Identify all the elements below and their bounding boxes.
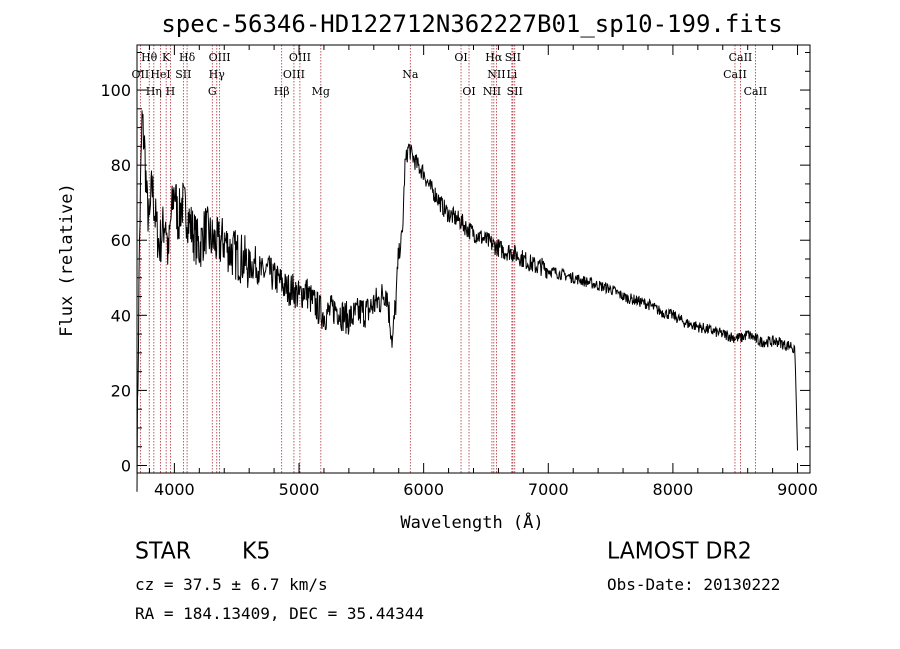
line-label-12: Hγ	[209, 68, 226, 81]
line-label-15: NII	[487, 68, 505, 81]
line-label-7: SII	[505, 51, 521, 64]
line-label-25: SII	[507, 85, 523, 98]
line-label-24: NII	[483, 85, 501, 98]
line-label-20: G	[208, 85, 217, 98]
y-tick-label-3: 60	[111, 231, 131, 250]
line-label-2: Hδ	[179, 51, 196, 64]
line-label-16: Li	[506, 68, 517, 81]
y-tick-label-4: 80	[111, 156, 131, 175]
y-axis-label: Flux (relative)	[57, 183, 77, 337]
line-label-4: OIII	[289, 51, 311, 64]
line-label-10: HeI	[150, 68, 170, 81]
x-tick-label-2: 6000	[403, 480, 444, 499]
line-label-17: CaII	[723, 68, 747, 81]
line-label-18: Hη	[146, 85, 162, 98]
object-class: STAR	[135, 538, 192, 565]
x-tick-label-3: 7000	[528, 480, 569, 499]
line-label-6: Hα	[485, 51, 503, 64]
object-subclass: K5	[242, 538, 271, 565]
line-label-1: K	[162, 51, 171, 64]
spectrum-line	[136, 110, 798, 492]
line-label-0: Hθ	[141, 51, 158, 64]
x-tick-label-0: 4000	[154, 480, 195, 499]
line-label-23: OI	[462, 85, 475, 98]
survey-name: LAMOST DR2	[607, 538, 752, 565]
line-label-26: CaII	[744, 85, 768, 98]
x-axis-label: Wavelength (Å)	[400, 511, 543, 533]
y-tick-label-5: 100	[100, 81, 131, 100]
line-label-19: H	[166, 85, 176, 98]
x-tick-label-4: 8000	[653, 480, 694, 499]
y-tick-label-1: 20	[111, 381, 131, 400]
line-label-9: OII	[132, 68, 150, 81]
line-label-22: Mg	[312, 85, 330, 98]
axes: 4000 5000 6000 7000 8000 9000 0 20 40 60 80 100	[100, 45, 818, 499]
line-label-14: Na	[402, 68, 419, 81]
line-label-11: SII	[175, 68, 191, 81]
line-label-8: CaII	[729, 51, 753, 64]
redshift-cz: cz = 37.5 ± 6.7 km/s	[135, 575, 328, 594]
line-label-3: OIII	[209, 51, 231, 64]
chart-title: spec-56346-HD122712N362227B01_sp10-199.f…	[161, 10, 782, 38]
y-tick-label-0: 0	[121, 456, 131, 475]
line-label-13: OIII	[283, 68, 305, 81]
line-label-21: Hβ	[274, 85, 290, 98]
observation-date: Obs-Date: 20130222	[607, 575, 781, 594]
ra-dec: RA = 184.13409, DEC = 35.44344	[135, 604, 424, 623]
x-tick-label-5: 9000	[777, 480, 818, 499]
x-tick-label-1: 5000	[279, 480, 320, 499]
line-label-5: OI	[454, 51, 467, 64]
y-tick-label-2: 40	[111, 306, 131, 325]
